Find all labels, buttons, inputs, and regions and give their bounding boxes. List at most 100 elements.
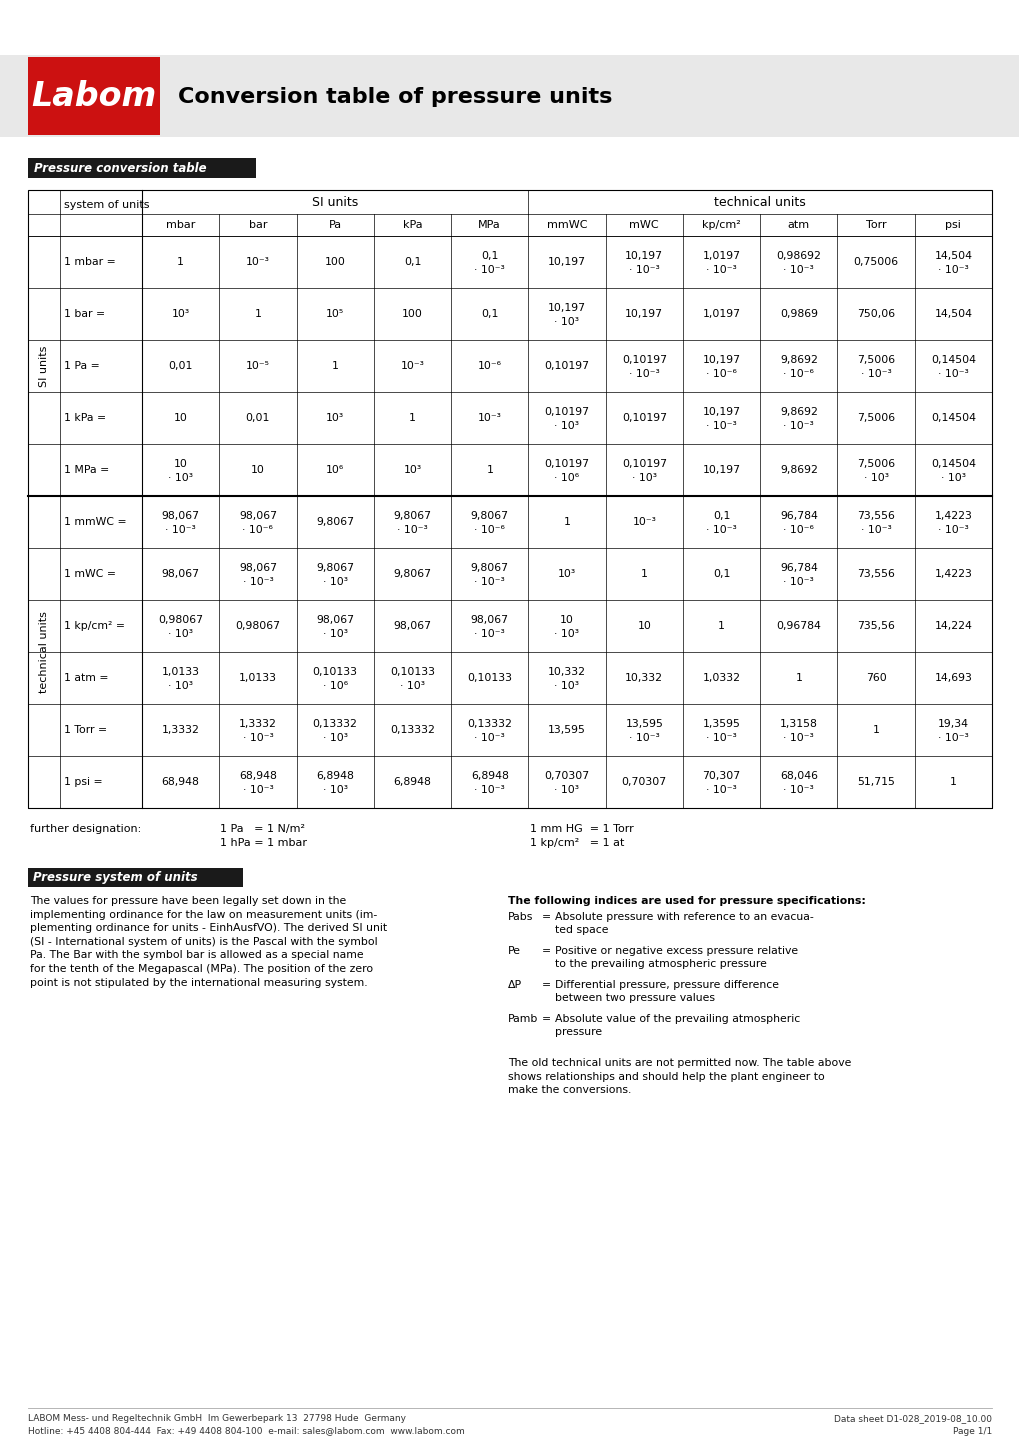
Text: mmWC: mmWC — [546, 221, 587, 231]
Text: 6,8948: 6,8948 — [316, 771, 354, 782]
Text: kp/cm²: kp/cm² — [701, 221, 740, 231]
Text: 73,556: 73,556 — [856, 510, 894, 521]
Text: · 10³: · 10³ — [554, 317, 579, 327]
Text: 1: 1 — [177, 257, 183, 267]
Text: 0,13332: 0,13332 — [313, 720, 358, 730]
Text: mWC: mWC — [629, 221, 658, 231]
Text: 14,693: 14,693 — [933, 673, 971, 684]
Text: 98,067: 98,067 — [161, 510, 200, 521]
Text: 9,8067: 9,8067 — [470, 562, 508, 572]
Bar — [28, 159, 256, 177]
Text: 10⁻⁶: 10⁻⁶ — [477, 360, 501, 371]
Text: 10⁶: 10⁶ — [326, 464, 344, 474]
Text: 9,8067: 9,8067 — [393, 510, 431, 521]
Text: 0,98067: 0,98067 — [235, 622, 280, 632]
Text: 1 bar =: 1 bar = — [64, 309, 105, 319]
Text: 98,067: 98,067 — [316, 614, 354, 624]
Text: · 10³: · 10³ — [554, 681, 579, 691]
Text: · 10⁶: · 10⁶ — [322, 681, 347, 691]
Text: 1 mm HG  = 1 Torr: 1 mm HG = 1 Torr — [530, 823, 633, 833]
Text: 1: 1 — [254, 309, 261, 319]
Text: · 10⁻³: · 10⁻³ — [474, 265, 504, 275]
Text: 0,01: 0,01 — [168, 360, 193, 371]
Text: 1,0133: 1,0133 — [161, 668, 200, 676]
Text: 100: 100 — [324, 257, 345, 267]
Text: · 10⁻⁶: · 10⁻⁶ — [243, 525, 273, 535]
Text: 0,10197: 0,10197 — [622, 459, 666, 469]
Text: 1,0332: 1,0332 — [702, 673, 740, 684]
Text: · 10³: · 10³ — [322, 577, 347, 587]
Text: 0,1: 0,1 — [481, 251, 498, 261]
Text: · 10⁻³: · 10⁻³ — [165, 525, 196, 535]
Text: 10³: 10³ — [403, 464, 421, 474]
Text: · 10⁻³: · 10⁻³ — [860, 525, 891, 535]
Text: Differential pressure, pressure difference
between two pressure values: Differential pressure, pressure differen… — [554, 981, 779, 1004]
Text: Data sheet D1-028_2019-08_10.00
Page 1/1: Data sheet D1-028_2019-08_10.00 Page 1/1 — [834, 1415, 991, 1435]
Text: MPa: MPa — [478, 221, 500, 231]
Text: The old technical units are not permitted now. The table above
shows relationshi: The old technical units are not permitte… — [507, 1058, 851, 1096]
Text: 1,3332: 1,3332 — [238, 720, 276, 730]
Text: 9,8692: 9,8692 — [780, 355, 817, 365]
Text: · 10³: · 10³ — [399, 681, 425, 691]
Text: · 10⁻³: · 10⁻³ — [629, 265, 659, 275]
Text: 10,197: 10,197 — [547, 257, 586, 267]
Text: Pamb: Pamb — [507, 1014, 538, 1024]
Text: 10: 10 — [173, 412, 187, 423]
Text: 13,595: 13,595 — [625, 720, 662, 730]
Text: 0,10197: 0,10197 — [622, 355, 666, 365]
Text: · 10⁻³: · 10⁻³ — [243, 733, 273, 743]
Text: · 10³: · 10³ — [168, 629, 193, 639]
Text: 10,332: 10,332 — [547, 668, 586, 676]
Text: 14,504: 14,504 — [933, 309, 971, 319]
Text: · 10⁻³: · 10⁻³ — [783, 265, 813, 275]
Text: 10: 10 — [173, 459, 187, 469]
Text: 10³: 10³ — [171, 309, 190, 319]
Text: 0,70307: 0,70307 — [622, 777, 666, 787]
Text: · 10⁻³: · 10⁻³ — [937, 265, 968, 275]
Text: · 10⁻³: · 10⁻³ — [705, 265, 736, 275]
Text: 10,197: 10,197 — [625, 251, 662, 261]
Text: · 10⁻³: · 10⁻³ — [783, 733, 813, 743]
Text: Pabs: Pabs — [507, 911, 533, 921]
Text: 10³: 10³ — [557, 570, 576, 580]
Text: 1: 1 — [331, 360, 338, 371]
Text: 14,504: 14,504 — [933, 251, 971, 261]
Text: · 10³: · 10³ — [631, 473, 656, 483]
Text: Absolute pressure with reference to an evacua-
ted space: Absolute pressure with reference to an e… — [554, 911, 813, 936]
Text: further designation:: further designation: — [30, 823, 141, 833]
Text: SI units: SI units — [312, 196, 358, 209]
Text: 10⁻³: 10⁻³ — [400, 360, 424, 371]
Text: · 10³: · 10³ — [168, 681, 193, 691]
Text: 100: 100 — [401, 309, 423, 319]
Text: 1 Pa =: 1 Pa = — [64, 360, 100, 371]
Text: =: = — [541, 946, 550, 956]
Text: 1: 1 — [717, 622, 725, 632]
Text: 760: 760 — [865, 673, 886, 684]
Text: 10,332: 10,332 — [625, 673, 662, 684]
Text: · 10⁻³: · 10⁻³ — [396, 525, 427, 535]
Text: · 10³: · 10³ — [322, 784, 347, 795]
Text: 10⁻³: 10⁻³ — [246, 257, 270, 267]
Text: psi: psi — [945, 221, 960, 231]
Text: 68,948: 68,948 — [162, 777, 200, 787]
Text: · 10³: · 10³ — [322, 629, 347, 639]
Text: · 10⁻⁶: · 10⁻⁶ — [474, 525, 504, 535]
Text: · 10⁻⁶: · 10⁻⁶ — [705, 369, 737, 379]
Text: 9,8067: 9,8067 — [316, 518, 354, 526]
Text: 0,1: 0,1 — [712, 570, 730, 580]
Text: 19,34: 19,34 — [936, 720, 968, 730]
Text: 0,10197: 0,10197 — [544, 459, 589, 469]
Text: 0,10197: 0,10197 — [544, 360, 589, 371]
Text: · 10⁻³: · 10⁻³ — [629, 733, 659, 743]
Text: 1 kPa =: 1 kPa = — [64, 412, 106, 423]
Text: · 10³: · 10³ — [554, 629, 579, 639]
Text: 9,8067: 9,8067 — [316, 562, 354, 572]
Text: 1: 1 — [409, 412, 416, 423]
Text: 10⁻³: 10⁻³ — [632, 518, 655, 526]
Text: Pe: Pe — [507, 946, 521, 956]
Text: 1 mbar =: 1 mbar = — [64, 257, 115, 267]
Text: · 10⁻³: · 10⁻³ — [937, 369, 968, 379]
Text: 0,13332: 0,13332 — [467, 720, 512, 730]
Text: · 10³: · 10³ — [322, 733, 347, 743]
Text: Pa: Pa — [328, 221, 341, 231]
